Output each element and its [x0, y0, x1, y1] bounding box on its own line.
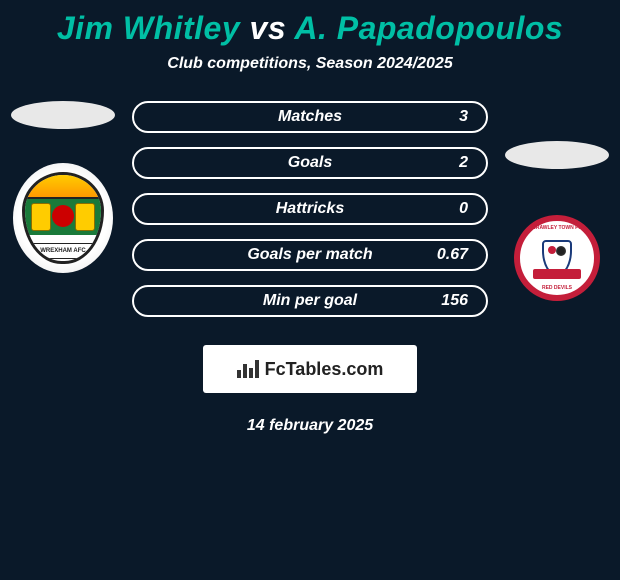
player2-photo-placeholder [505, 141, 609, 169]
stat-value-right: 156 [441, 292, 468, 310]
page-title: Jim Whitley vs A. Papadopoulos [8, 10, 612, 47]
club-crest-right: CRAWLEY TOWN FC RED DEVILS [514, 215, 600, 301]
branding-text: FcTables.com [265, 359, 384, 380]
stat-bar-goals: Goals 2 [132, 147, 488, 179]
stat-bar-matches: Matches 3 [132, 101, 488, 133]
crest-left-banner: WREXHAM AFC [27, 243, 99, 259]
player1-name: Jim Whitley [57, 10, 240, 46]
right-column: CRAWLEY TOWN FC RED DEVILS [502, 141, 612, 313]
stat-bar-goals-per-match: Goals per match 0.67 [132, 239, 488, 271]
crest-right-top-text: CRAWLEY TOWN FC [532, 225, 582, 231]
stat-value-right: 0.67 [437, 246, 468, 264]
player1-photo-placeholder [11, 101, 115, 129]
stat-bar-min-per-goal: Min per goal 156 [132, 285, 488, 317]
subtitle: Club competitions, Season 2024/2025 [8, 55, 612, 73]
bar-chart-icon [237, 360, 259, 378]
crest-left-ball-icon [52, 205, 74, 227]
stats-column: Matches 3 Goals 2 Hattricks 0 Goals per … [132, 101, 488, 317]
crest-right-bottom-text: RED DEVILS [542, 285, 572, 291]
main-row: WREXHAM AFC Matches 3 Goals 2 Hattricks … [8, 101, 612, 317]
left-column: WREXHAM AFC [8, 101, 118, 273]
stat-value-right: 3 [459, 108, 468, 126]
stat-label: Goals [152, 154, 468, 172]
crest-right-ribbon [533, 269, 581, 279]
player2-name: A. Papadopoulos [294, 10, 563, 46]
club-crest-left: WREXHAM AFC [13, 163, 113, 273]
date-text: 14 february 2025 [8, 417, 612, 435]
branding-box: FcTables.com [203, 345, 417, 393]
stat-label: Matches [152, 108, 468, 126]
crest-left-shield: WREXHAM AFC [22, 172, 104, 264]
stat-value-right: 0 [459, 200, 468, 218]
stat-value-right: 2 [459, 154, 468, 172]
stat-label: Hattricks [152, 200, 468, 218]
club-crest-right-wrap: CRAWLEY TOWN FC RED DEVILS [507, 203, 607, 313]
comparison-card: Jim Whitley vs A. Papadopoulos Club comp… [0, 0, 620, 445]
stat-bar-hattricks: Hattricks 0 [132, 193, 488, 225]
vs-text: vs [250, 10, 287, 46]
stat-label: Goals per match [152, 246, 468, 264]
stat-label: Min per goal [152, 292, 468, 310]
crest-left-plumes [25, 175, 101, 199]
